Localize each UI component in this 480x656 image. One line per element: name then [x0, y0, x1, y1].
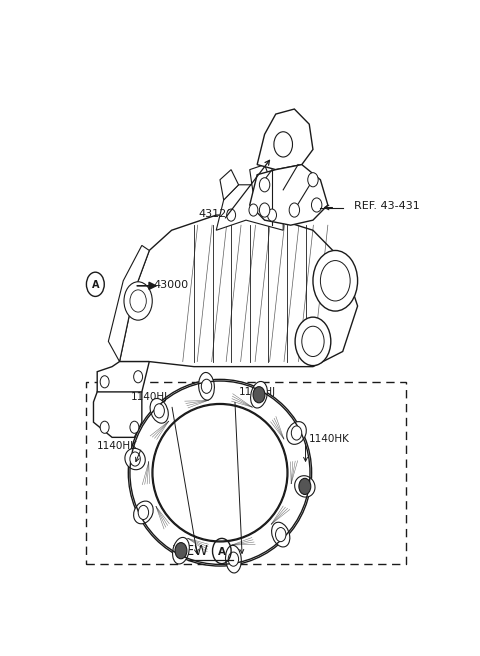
Circle shape [321, 260, 350, 301]
Circle shape [299, 478, 311, 495]
Circle shape [100, 421, 109, 434]
Circle shape [130, 290, 146, 312]
Ellipse shape [128, 379, 312, 566]
Circle shape [130, 421, 139, 434]
Text: A: A [92, 280, 99, 291]
Circle shape [259, 178, 270, 192]
Polygon shape [250, 165, 272, 195]
Circle shape [201, 379, 212, 394]
Circle shape [227, 209, 236, 221]
Text: 1140HK: 1140HK [309, 434, 350, 444]
Circle shape [295, 317, 331, 365]
Ellipse shape [153, 404, 287, 541]
Circle shape [249, 204, 258, 216]
Ellipse shape [173, 537, 189, 564]
Circle shape [308, 173, 318, 187]
Circle shape [133, 371, 143, 383]
Circle shape [259, 203, 270, 217]
Text: 1140HJ: 1140HJ [131, 392, 168, 402]
Circle shape [228, 552, 239, 566]
Ellipse shape [150, 398, 168, 423]
Polygon shape [257, 109, 313, 170]
Circle shape [289, 203, 300, 217]
Circle shape [253, 386, 265, 403]
Text: REF. 43-431: REF. 43-431 [354, 201, 420, 211]
Ellipse shape [125, 448, 145, 470]
Circle shape [274, 132, 292, 157]
Polygon shape [120, 215, 358, 367]
Circle shape [312, 198, 322, 212]
Polygon shape [220, 170, 239, 200]
Circle shape [302, 326, 324, 357]
Bar [86, 382, 406, 564]
Circle shape [100, 376, 109, 388]
Text: 1140HK: 1140HK [97, 441, 138, 451]
Text: 1140HJ: 1140HJ [239, 387, 276, 397]
Circle shape [130, 452, 140, 466]
Text: 43120: 43120 [199, 209, 234, 219]
Circle shape [175, 543, 187, 559]
Polygon shape [94, 392, 142, 438]
Circle shape [291, 426, 302, 440]
Circle shape [138, 505, 149, 520]
Ellipse shape [287, 422, 306, 444]
Circle shape [313, 251, 358, 311]
Circle shape [267, 209, 276, 221]
Ellipse shape [199, 373, 215, 400]
Circle shape [124, 282, 152, 320]
Polygon shape [108, 245, 149, 361]
Ellipse shape [251, 381, 267, 408]
Circle shape [154, 403, 165, 418]
Ellipse shape [272, 522, 290, 547]
Polygon shape [250, 165, 328, 225]
Polygon shape [216, 185, 283, 230]
Ellipse shape [226, 545, 241, 573]
Text: 43000: 43000 [153, 280, 188, 290]
Text: A: A [218, 547, 226, 557]
Polygon shape [97, 361, 149, 402]
Text: VIEW: VIEW [173, 544, 209, 558]
Ellipse shape [133, 501, 153, 523]
Ellipse shape [295, 476, 315, 497]
Circle shape [276, 527, 286, 542]
